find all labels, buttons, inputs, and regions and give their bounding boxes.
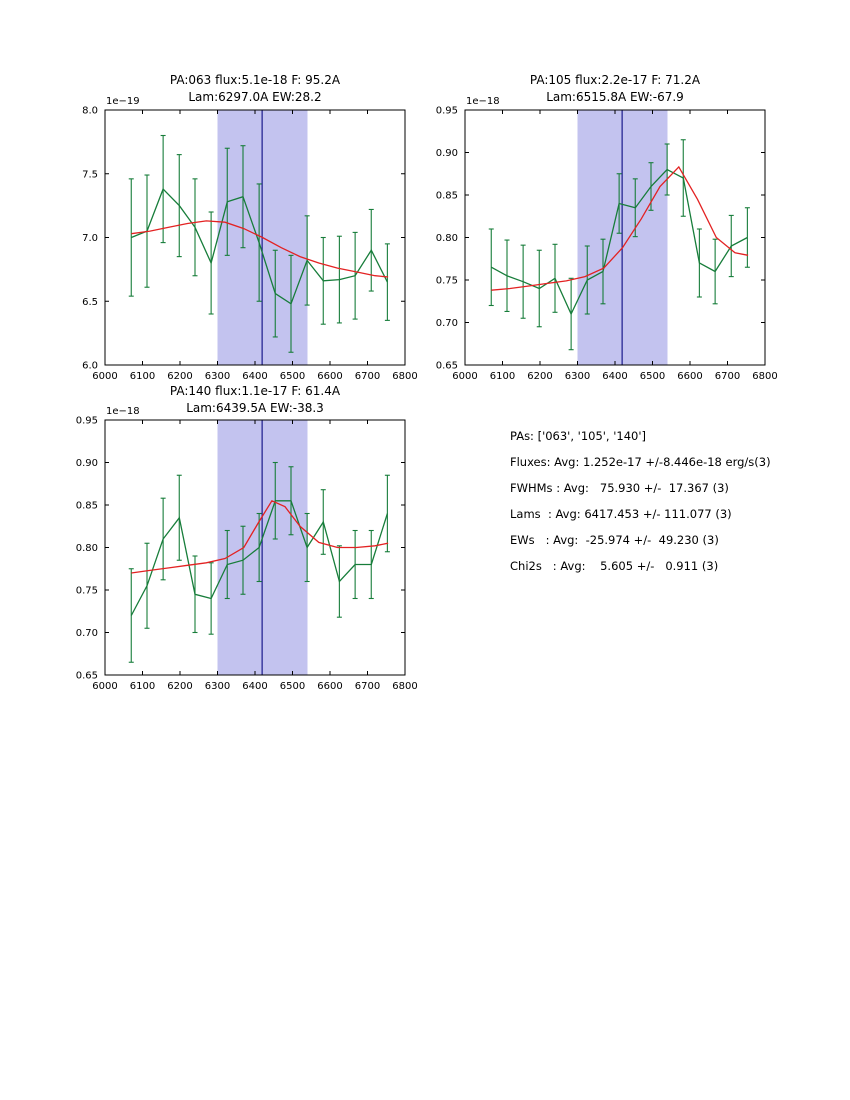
stats-line-lams: Lams : Avg: 6417.453 +/- 111.077 (3) <box>510 507 732 521</box>
svg-text:6300: 6300 <box>565 371 590 382</box>
svg-text:6700: 6700 <box>715 371 740 382</box>
svg-text:6500: 6500 <box>280 681 305 692</box>
svg-text:0.90: 0.90 <box>76 458 98 469</box>
svg-text:6.0: 6.0 <box>82 361 98 372</box>
svg-text:6100: 6100 <box>130 371 155 382</box>
svg-text:6800: 6800 <box>392 371 417 382</box>
svg-text:6100: 6100 <box>490 371 515 382</box>
svg-text:6400: 6400 <box>602 371 627 382</box>
svg-text:6700: 6700 <box>355 681 380 692</box>
tick-labels: 6000 6100 6200 6300 6400 6500 6600 6700 6800 0.65… <box>76 406 418 692</box>
svg-text:6000: 6000 <box>92 681 117 692</box>
plot2-title-line2: Lam:6515.8A EW:-67.9 <box>546 90 684 104</box>
stats-line-pas: PAs: ['063', '105', '140'] <box>510 429 647 443</box>
svg-text:6200: 6200 <box>167 371 192 382</box>
tick-marks <box>104 419 406 676</box>
plot1-spectrum-canvas: 6000 6100 6200 6300 6400 6500 6600 6700 6800 6.0 6… <box>82 96 418 382</box>
svg-text:0.80: 0.80 <box>76 543 98 554</box>
svg-text:7.5: 7.5 <box>82 169 98 180</box>
stats-summary: PAs: ['063', '105', '140'] Fluxes: Avg: … <box>510 430 771 586</box>
tick-labels: 6000 6100 6200 6300 6400 6500 6600 6700 6800 0.65… <box>436 96 778 382</box>
svg-text:6600: 6600 <box>317 371 342 382</box>
svg-text:6800: 6800 <box>392 681 417 692</box>
svg-text:6200: 6200 <box>167 681 192 692</box>
tick-labels: 6000 6100 6200 6300 6400 6500 6600 6700 6800 6.0 6… <box>82 96 418 382</box>
plot1-title-line2: Lam:6297.0A EW:28.2 <box>188 90 322 104</box>
svg-text:6500: 6500 <box>280 371 305 382</box>
plot2-title-line1: PA:105 flux:2.2e-17 F: 71.2A <box>529 73 701 87</box>
svg-text:8.0: 8.0 <box>82 106 98 117</box>
svg-text:0.80: 0.80 <box>436 233 458 244</box>
svg-text:6800: 6800 <box>752 371 777 382</box>
plot1-title-line1: PA:063 flux:5.1e-18 F: 95.2A <box>169 73 341 87</box>
tick-marks <box>104 109 406 366</box>
stats-line-fluxes: Fluxes: Avg: 1.252e-17 +/-8.446e-18 erg/… <box>510 455 771 469</box>
fit-series-line <box>131 499 389 574</box>
plot3-title-line2: Lam:6439.5A EW:-38.3 <box>186 401 324 415</box>
stats-line-chi2s: Chi2s : Avg: 5.605 +/- 0.911 (3) <box>510 559 719 573</box>
plot3-spectrum-canvas: 6000 6100 6200 6300 6400 6500 6600 6700 6800 0.65… <box>76 406 418 692</box>
svg-text:6200: 6200 <box>527 371 552 382</box>
svg-text:6300: 6300 <box>205 371 230 382</box>
svg-text:6.5: 6.5 <box>82 297 98 308</box>
svg-text:6400: 6400 <box>242 371 267 382</box>
svg-text:6000: 6000 <box>452 371 477 382</box>
svg-text:0.90: 0.90 <box>436 148 458 159</box>
plot2-spectrum-canvas: 6000 6100 6200 6300 6400 6500 6600 6700 6800 0.65… <box>436 96 778 382</box>
svg-text:0.85: 0.85 <box>436 191 458 202</box>
svg-text:0.75: 0.75 <box>76 586 98 597</box>
svg-text:0.65: 0.65 <box>76 671 98 682</box>
svg-text:0.85: 0.85 <box>76 501 98 512</box>
svg-text:0.95: 0.95 <box>76 416 98 427</box>
fit-series-line <box>131 220 389 278</box>
svg-text:0.95: 0.95 <box>436 106 458 117</box>
plot3-title-line1: PA:140 flux:1.1e-17 F: 61.4A <box>169 384 341 398</box>
plot2-title: PA:105 flux:2.2e-17 F: 71.2A Lam:6515.8A… <box>465 72 765 106</box>
svg-text:6300: 6300 <box>205 681 230 692</box>
axis-offset-label: 1e−18 <box>466 96 500 107</box>
tick-marks <box>464 109 766 366</box>
svg-text:6600: 6600 <box>317 681 342 692</box>
stats-line-fwhms: FWHMs : Avg: 75.930 +/- 17.367 (3) <box>510 481 729 495</box>
axis-offset-label: 1e−19 <box>106 96 140 107</box>
axis-offset-label: 1e−18 <box>106 406 140 417</box>
svg-text:6700: 6700 <box>355 371 380 382</box>
plot3-title: PA:140 flux:1.1e-17 F: 61.4A Lam:6439.5A… <box>105 383 405 417</box>
svg-text:0.75: 0.75 <box>436 276 458 287</box>
svg-text:0.65: 0.65 <box>436 361 458 372</box>
data-series-line <box>128 134 390 353</box>
stats-line-ews: EWs : Avg: -25.974 +/- 49.230 (3) <box>510 533 719 547</box>
svg-text:6600: 6600 <box>677 371 702 382</box>
svg-text:6000: 6000 <box>92 371 117 382</box>
svg-text:6400: 6400 <box>242 681 267 692</box>
svg-text:7.0: 7.0 <box>82 233 98 244</box>
svg-text:0.70: 0.70 <box>76 628 98 639</box>
svg-text:6100: 6100 <box>130 681 155 692</box>
svg-text:0.70: 0.70 <box>436 318 458 329</box>
fit-series-line <box>491 165 749 291</box>
data-series-line <box>488 139 750 351</box>
svg-text:6500: 6500 <box>640 371 665 382</box>
data-series-line <box>128 461 390 663</box>
plot1-title: PA:063 flux:5.1e-18 F: 95.2A Lam:6297.0A… <box>105 72 405 106</box>
